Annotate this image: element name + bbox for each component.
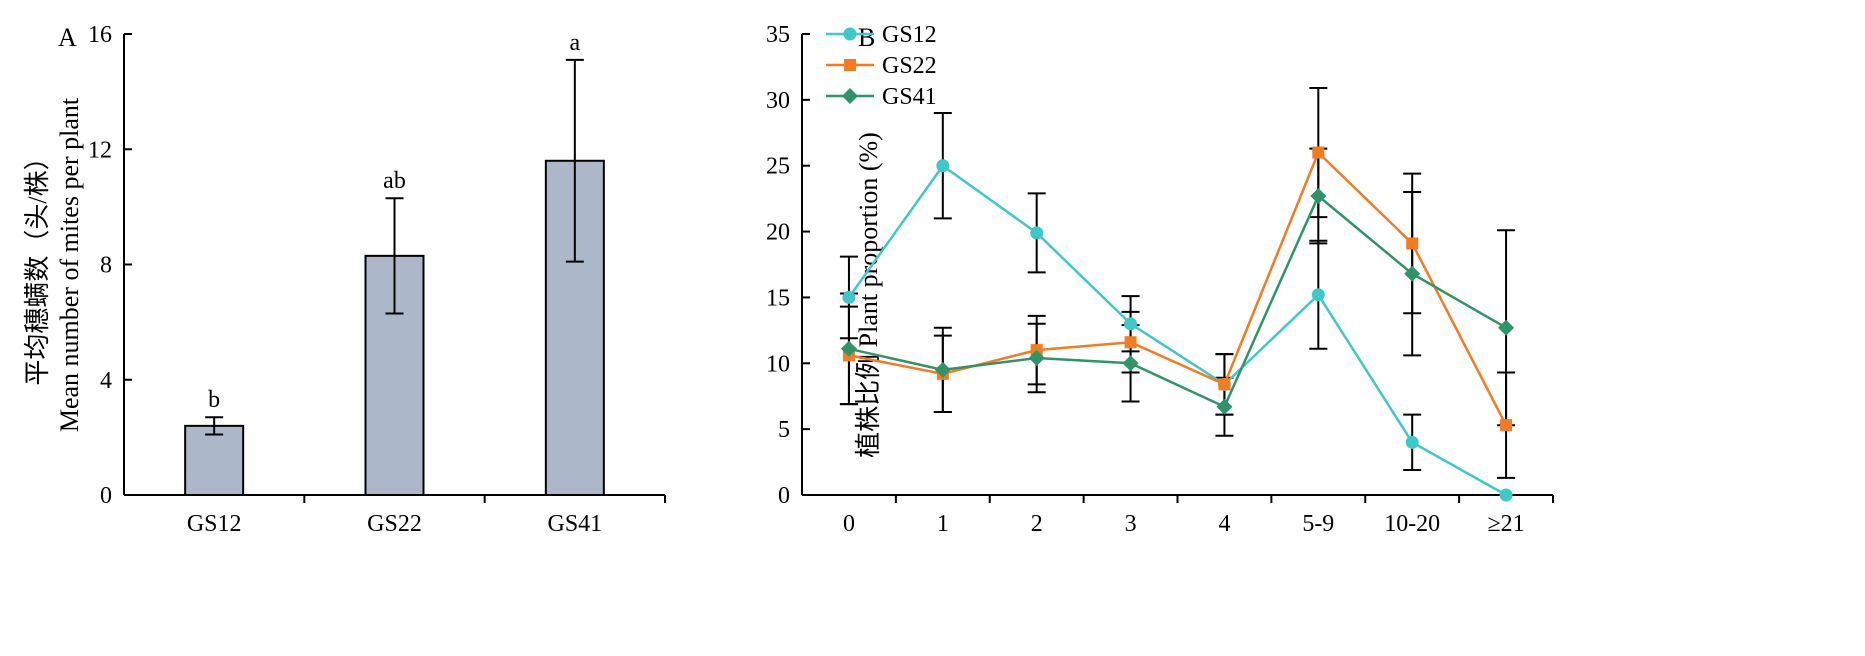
panel-b-line-chart: B 植株比例 Plant proportion (%) 051015202530… — [766, 22, 1554, 537]
bar — [544, 159, 605, 496]
legend: GS12 GS22 GS41 — [826, 22, 937, 110]
legend-item-gs22: GS22 — [826, 53, 937, 79]
significance-letter: a — [570, 30, 581, 56]
data-point — [1404, 265, 1421, 282]
series-gs41 — [840, 188, 1515, 415]
error-bars-gs41 — [839, 147, 1516, 437]
x-tick-label: GS41 — [547, 511, 602, 537]
x-tick-label: 10-20 — [1384, 511, 1440, 537]
data-point — [1312, 146, 1325, 159]
x-tick-label: ≥21 — [1487, 511, 1524, 537]
legend-swatch-marker — [842, 88, 858, 104]
y-axis-title-english: Mean number of mites per plant — [55, 97, 84, 432]
series-line — [847, 163, 1507, 497]
y-tick-label: 0 — [100, 483, 112, 509]
x-tick-label: 2 — [1031, 511, 1043, 537]
panel-a-label: A — [58, 23, 77, 52]
data-point — [1405, 435, 1419, 449]
y-tick-label: 10 — [766, 351, 790, 377]
bar — [184, 424, 245, 497]
y-axis-title-chinese: 平均穗螨数（头/株） — [23, 144, 52, 385]
error-bars-gs22 — [839, 87, 1516, 479]
legend-item-gs12: GS12 — [826, 22, 937, 48]
y-tick-label: 5 — [778, 417, 790, 443]
data-point — [1216, 398, 1233, 415]
significance-letter: b — [208, 387, 220, 413]
data-point — [1311, 288, 1325, 302]
data-point — [934, 361, 951, 378]
y-tick-label: 16 — [88, 22, 112, 48]
y-tick-label: 35 — [766, 22, 790, 48]
y-tick-label: 20 — [766, 220, 790, 246]
data-point — [1310, 188, 1327, 205]
data-point — [1122, 355, 1139, 372]
data-point — [1030, 226, 1044, 240]
bar — [364, 254, 425, 496]
legend-label: GS22 — [882, 53, 937, 79]
data-point — [1124, 317, 1138, 331]
data-point — [1028, 350, 1045, 367]
legend-label: GS41 — [882, 84, 937, 110]
y-tick-label: 25 — [766, 154, 790, 180]
series-line — [848, 150, 1508, 426]
x-tick-label: 1 — [937, 511, 949, 537]
data-point — [842, 290, 856, 304]
panel-b-y-axis-title: 植株比例 Plant proportion (%) — [854, 132, 883, 458]
y-tick-label: 30 — [766, 88, 790, 114]
x-tick-label: 5-9 — [1302, 511, 1334, 537]
significance-letter: ab — [383, 168, 406, 194]
y-tick-label: 0 — [778, 483, 790, 509]
panel-a-axes: 0 4 8 12 16 GS12 GS22 GS41 — [88, 22, 666, 537]
data-point — [936, 159, 950, 173]
panel-b-axes: 0 5 10 15 20 25 30 35 0 1 2 3 4 5-9 10-20 ≥21 — [766, 22, 1554, 537]
x-tick-label: 0 — [843, 511, 855, 537]
data-point — [1498, 319, 1515, 336]
legend-swatch-marker — [843, 27, 857, 41]
y-tick-label: 4 — [100, 368, 112, 394]
legend-swatch-marker — [844, 59, 856, 71]
panel-b-label: B — [858, 23, 875, 52]
data-point — [1500, 419, 1513, 432]
panel-a-y-axis-title: 平均穗螨数（头/株） Mean number of mites per plan… — [23, 97, 84, 432]
data-point — [1124, 336, 1137, 349]
x-tick-label: GS12 — [187, 511, 242, 537]
y-tick-label: 15 — [766, 285, 790, 311]
data-point — [1218, 378, 1231, 391]
y-tick-label: 8 — [100, 253, 112, 279]
x-tick-label: 4 — [1218, 511, 1230, 537]
data-point — [1499, 488, 1513, 502]
data-point — [840, 340, 857, 357]
series-line — [848, 193, 1507, 409]
x-tick-label: GS22 — [367, 511, 422, 537]
legend-label: GS12 — [882, 22, 937, 48]
data-point — [1406, 237, 1419, 250]
panel-a-bars: b ab a — [184, 30, 605, 497]
y-tick-label: 12 — [88, 137, 112, 163]
panel-a-bar-chart: A 平均穗螨数（头/株） Mean number of mites per pl… — [23, 22, 666, 537]
panel-b-series — [839, 87, 1516, 502]
x-tick-label: 3 — [1125, 511, 1137, 537]
legend-item-gs41: GS41 — [826, 84, 937, 110]
